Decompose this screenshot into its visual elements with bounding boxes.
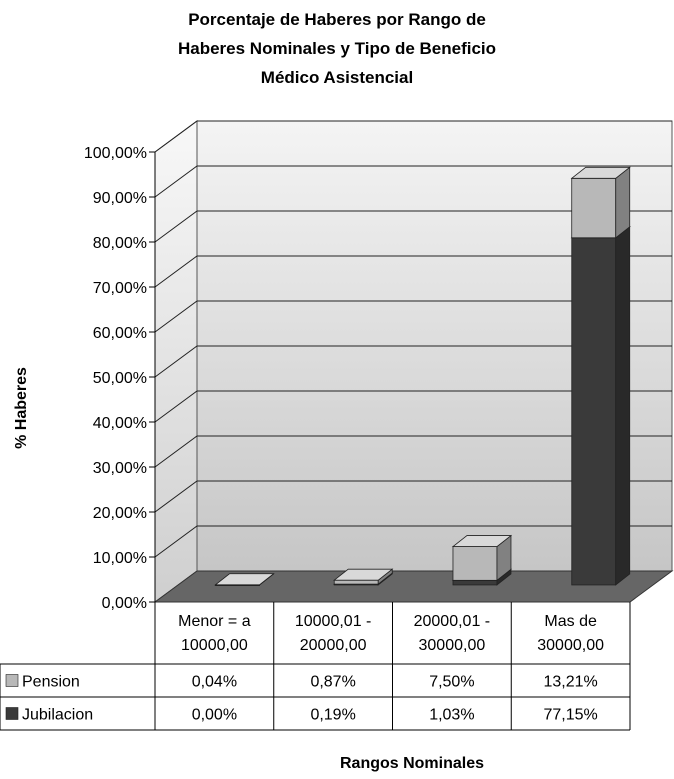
gridline (154, 210, 672, 243)
data-label: 1,03% (429, 707, 474, 724)
bar-side (615, 225, 631, 586)
x-axis-title: Rangos Nominales (340, 755, 484, 772)
y-tick-label: 70,00% (93, 280, 147, 297)
gridline (154, 480, 672, 513)
chart-title-line: Médico Asistencial (261, 68, 413, 87)
x-category-label: 20000,01 - (414, 613, 491, 630)
y-tick-label: 80,00% (93, 235, 147, 252)
y-tick-label: 20,00% (93, 505, 147, 522)
y-tick-label: 10,00% (93, 550, 147, 567)
bar-segment (452, 579, 498, 586)
y-tick-label: 90,00% (93, 190, 147, 207)
chart-title: Porcentaje de Haberes por Rango de Haber… (178, 10, 496, 87)
y-tick-label: 40,00% (93, 415, 147, 432)
bar-segment (571, 237, 617, 586)
gridline (154, 300, 672, 333)
legend-swatch (5, 707, 19, 720)
legend-label: Jubilacion (22, 707, 93, 724)
chart-title-line: Haberes Nominales y Tipo de Beneficio (178, 39, 496, 58)
x-category-label: 30000,00 (419, 637, 486, 654)
x-category-label: 10000,00 (181, 637, 248, 654)
x-category-label: 30000,00 (537, 637, 604, 654)
y-tick-label: 100,00% (84, 145, 147, 162)
bar-top (451, 535, 513, 547)
gridline (154, 435, 672, 468)
gridline (154, 345, 672, 378)
data-label: 77,15% (543, 707, 597, 724)
x-category-label: 10000,01 - (295, 613, 372, 630)
bar-segment (333, 579, 379, 585)
data-label: 13,21% (543, 674, 597, 691)
chart-title-line: Porcentaje de Haberes por Rango de (188, 10, 486, 29)
x-category-label: Menor = a (178, 613, 251, 630)
y-tick-label: 50,00% (93, 370, 147, 387)
bar-side (615, 166, 631, 239)
gridlines (154, 120, 672, 558)
y-axis-title: % Haberes (13, 367, 30, 449)
legend-swatch (5, 674, 19, 687)
floor (153, 570, 674, 603)
data-label: 0,19% (310, 707, 355, 724)
bars (214, 166, 631, 586)
data-label: 0,87% (310, 674, 355, 691)
data-label: 0,04% (192, 674, 237, 691)
bar-segment (452, 546, 498, 581)
bar-top (333, 568, 394, 581)
legend-label: Pension (22, 674, 80, 691)
gridline (154, 255, 672, 288)
y-tick-label: 0,00% (102, 595, 147, 612)
y-tick-label: 30,00% (93, 460, 147, 477)
x-category-label: Mas de (544, 613, 597, 630)
data-label: 0,00% (192, 707, 237, 724)
bar-top (570, 166, 631, 179)
gridline (154, 390, 672, 423)
bar-segment (571, 177, 617, 239)
gridline (154, 120, 672, 153)
gridline (154, 165, 672, 198)
gridline (154, 525, 672, 558)
y-tick-label: 60,00% (93, 325, 147, 342)
bar-top (214, 573, 275, 586)
x-category-label: 20000,00 (300, 637, 367, 654)
data-table: Menor = a 10000,00 10000,01 - 20000,00 20000… (0, 602, 631, 731)
data-label: 7,50% (429, 674, 474, 691)
y-axis: 0,00% 10,00% 20,00% 30,00% 40,00% 50,00% 60,00… (84, 145, 156, 612)
